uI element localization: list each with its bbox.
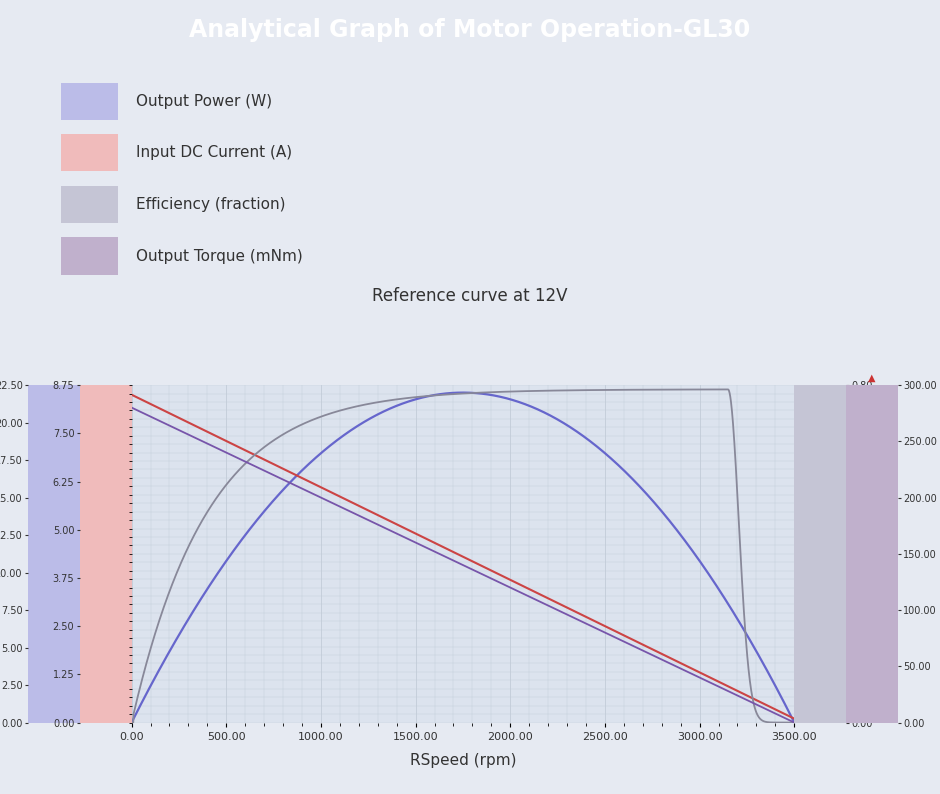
FancyBboxPatch shape (61, 83, 118, 120)
Text: Output Torque (mNm): Output Torque (mNm) (136, 249, 303, 264)
FancyBboxPatch shape (61, 134, 118, 172)
Text: Output Power (W): Output Power (W) (136, 94, 273, 109)
FancyBboxPatch shape (61, 237, 118, 275)
FancyBboxPatch shape (61, 186, 118, 223)
Text: Input DC Current (A): Input DC Current (A) (136, 145, 292, 160)
X-axis label: RSpeed (rpm): RSpeed (rpm) (410, 753, 516, 768)
Text: ▲: ▲ (869, 372, 875, 383)
Text: Reference curve at 12V: Reference curve at 12V (372, 287, 568, 305)
Text: Analytical Graph of Motor Operation-GL30: Analytical Graph of Motor Operation-GL30 (189, 17, 751, 42)
Text: Efficiency (fraction): Efficiency (fraction) (136, 197, 286, 212)
